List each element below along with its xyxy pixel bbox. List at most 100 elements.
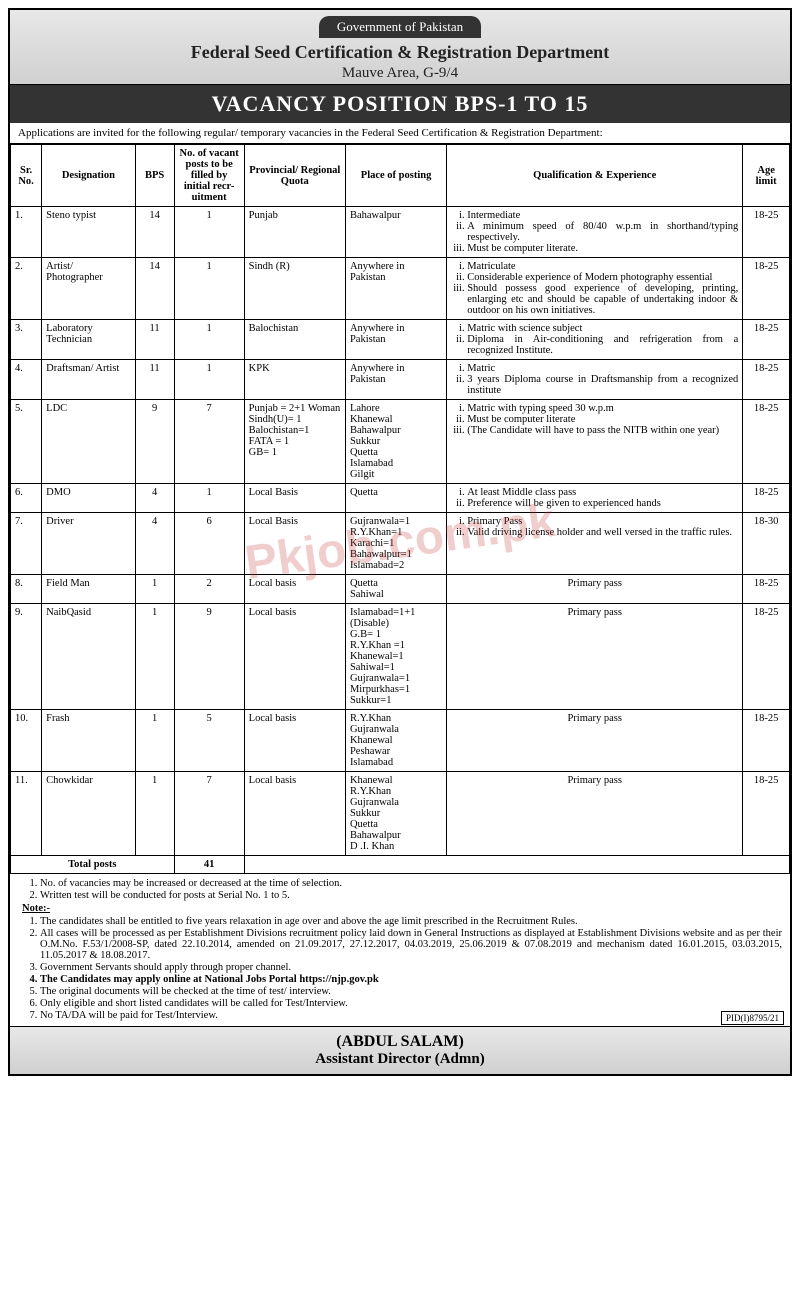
table-cell: NaibQasid — [42, 604, 135, 710]
qualification-item: Matriculate — [467, 261, 738, 272]
table-cell: 14 — [135, 207, 174, 258]
table-cell: Anywhere in Pakistan — [345, 360, 446, 400]
table-cell: Sindh (R) — [244, 258, 345, 320]
table-cell: 2 — [174, 575, 244, 604]
table-cell: 1 — [174, 320, 244, 360]
signatory-name: (ABDUL SALAM) — [10, 1033, 790, 1051]
table-cell: Punjab = 2+1 Woman Sindh(U)= 1 Balochist… — [244, 400, 345, 484]
note-item: The original documents will be checked a… — [40, 986, 782, 997]
note-item: Government Servants should apply through… — [40, 962, 782, 973]
qualification-item: Matric — [467, 363, 738, 374]
table-row: 1.Steno typist141PunjabBahawalpurInterme… — [11, 207, 790, 258]
table-cell: 4. — [11, 360, 42, 400]
qualification-cell: IntermediateA minimum speed of 80/40 w.p… — [447, 207, 743, 258]
table-cell: Chowkidar — [42, 772, 135, 856]
table-row: 8.Field Man12Local basisQuetta SahiwalPr… — [11, 575, 790, 604]
notes-section: No. of vacancies may be increased or dec… — [10, 874, 790, 1026]
qualification-item: Diploma in Air-conditioning and refriger… — [467, 334, 738, 356]
qualification-cell: Primary pass — [447, 710, 743, 772]
table-cell: Punjab — [244, 207, 345, 258]
note-label: Note:- — [22, 903, 782, 914]
table-cell: Draftsman/ Artist — [42, 360, 135, 400]
qualification-item: Matric with typing speed 30 w.p.m — [467, 403, 738, 414]
age-cell: 18-30 — [743, 513, 790, 575]
table-cell: Local basis — [244, 604, 345, 710]
table-cell: Local Basis — [244, 513, 345, 575]
table-header: Designation — [42, 145, 135, 207]
header-dept: Federal Seed Certification & Registratio… — [10, 42, 790, 63]
table-cell: 1 — [135, 772, 174, 856]
table-cell: 7 — [174, 772, 244, 856]
total-label: Total posts — [11, 856, 175, 874]
note-item: Written test will be conducted for posts… — [40, 890, 782, 901]
table-cell: 3. — [11, 320, 42, 360]
table-cell: 1 — [135, 575, 174, 604]
table-header: Qualification & Experience — [447, 145, 743, 207]
table-cell: 1 — [174, 360, 244, 400]
table-cell: DMO — [42, 484, 135, 513]
table-cell: 4 — [135, 484, 174, 513]
intro-text: Applications are invited for the followi… — [10, 123, 790, 144]
note-item: No. of vacancies may be increased or dec… — [40, 878, 782, 889]
table-cell: Local basis — [244, 772, 345, 856]
qualification-item: Valid driving license holder and well ve… — [467, 527, 738, 538]
table-cell: 1 — [135, 604, 174, 710]
footer: PID(I)8795/21 (ABDUL SALAM) Assistant Di… — [10, 1026, 790, 1074]
signatory-title: Assistant Director (Admn) — [10, 1051, 790, 1068]
total-row: Total posts41 — [11, 856, 790, 874]
table-cell: Laboratory Technician — [42, 320, 135, 360]
age-cell: 18-25 — [743, 258, 790, 320]
table-cell: 11. — [11, 772, 42, 856]
table-cell: 11 — [135, 320, 174, 360]
table-cell: Anywhere in Pakistan — [345, 258, 446, 320]
qualification-cell: Matric3 years Diploma course in Draftsma… — [447, 360, 743, 400]
table-cell: Artist/ Photographer — [42, 258, 135, 320]
qualification-item: Preference will be given to experienced … — [467, 498, 738, 509]
table-cell: 1. — [11, 207, 42, 258]
header-govt: Government of Pakistan — [319, 16, 481, 38]
table-cell: Khanewal R.Y.Khan Gujranwala Sukkur Quet… — [345, 772, 446, 856]
table-cell: 5 — [174, 710, 244, 772]
table-cell: 9 — [174, 604, 244, 710]
table-header: BPS — [135, 145, 174, 207]
table-row: 6.DMO41Local BasisQuettaAt least Middle … — [11, 484, 790, 513]
table-cell: 8. — [11, 575, 42, 604]
table-cell: 2. — [11, 258, 42, 320]
table-cell: 5. — [11, 400, 42, 484]
table-cell: Steno typist — [42, 207, 135, 258]
qualification-cell: MatriculateConsiderable experience of Mo… — [447, 258, 743, 320]
age-cell: 18-25 — [743, 575, 790, 604]
table-row: 3.Laboratory Technician111BalochistanAny… — [11, 320, 790, 360]
table-cell: 4 — [135, 513, 174, 575]
qualification-cell: Matric with typing speed 30 w.p.mMust be… — [447, 400, 743, 484]
table-cell: Quetta — [345, 484, 446, 513]
table-cell: 11 — [135, 360, 174, 400]
table-cell: 1 — [174, 484, 244, 513]
qualification-cell: Matric with science subjectDiploma in Ai… — [447, 320, 743, 360]
header: Government of Pakistan Federal Seed Cert… — [10, 10, 790, 85]
table-cell: R.Y.Khan Gujranwala Khanewal Peshawar Is… — [345, 710, 446, 772]
qualification-cell: At least Middle class passPreference wil… — [447, 484, 743, 513]
table-cell: Lahore Khanewal Bahawalpur Sukkur Quetta… — [345, 400, 446, 484]
note-item: The candidates shall be entitled to five… — [40, 916, 782, 927]
qualification-item: At least Middle class pass — [467, 487, 738, 498]
table-cell: Balochistan — [244, 320, 345, 360]
table-cell: 1 — [174, 258, 244, 320]
qualification-item: (The Candidate will have to pass the NIT… — [467, 425, 738, 436]
age-cell: 18-25 — [743, 360, 790, 400]
qualification-item: 3 years Diploma course in Draftsmanship … — [467, 374, 738, 396]
table-cell: 9 — [135, 400, 174, 484]
qualification-cell: Primary PassValid driving license holder… — [447, 513, 743, 575]
table-cell: Local Basis — [244, 484, 345, 513]
table-row: 5.LDC97Punjab = 2+1 Woman Sindh(U)= 1 Ba… — [11, 400, 790, 484]
age-cell: 18-25 — [743, 320, 790, 360]
table-row: 2.Artist/ Photographer141Sindh (R)Anywhe… — [11, 258, 790, 320]
age-cell: 18-25 — [743, 484, 790, 513]
total-value: 41 — [174, 856, 244, 874]
table-cell: 6 — [174, 513, 244, 575]
qualification-item: Must be computer literate. — [467, 243, 738, 254]
qualification-item: Must be computer literate — [467, 414, 738, 425]
qualification-cell: Primary pass — [447, 575, 743, 604]
table-cell: 14 — [135, 258, 174, 320]
table-cell: Bahawalpur — [345, 207, 446, 258]
